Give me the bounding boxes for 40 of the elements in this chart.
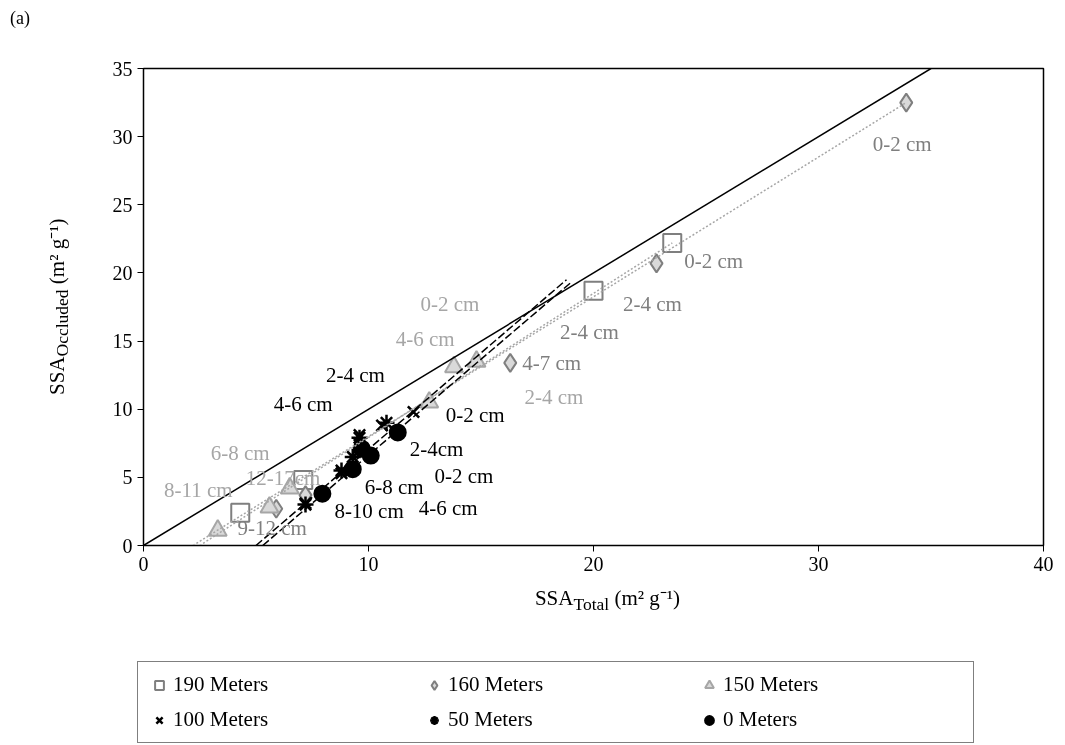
annotation: 0-2 cm: [420, 291, 480, 316]
annotation: 8-11 cm: [164, 477, 233, 502]
annotation: 0-2 cm: [445, 402, 505, 427]
y-tick-label: 30: [112, 125, 133, 148]
y-tick-label: 15: [112, 330, 133, 353]
x-tick-label: 10: [358, 552, 379, 575]
legend-label: 50 Meters: [448, 707, 534, 732]
annotation: 2-4 cm: [560, 319, 619, 344]
annotation: 6-8 cm: [364, 474, 424, 499]
y-tick-label: 35: [112, 57, 133, 80]
annotation: 4-6 cm: [395, 327, 455, 352]
legend-label: 190 Meters: [173, 672, 270, 697]
annotation: 0-2 cm: [434, 463, 494, 488]
annotation: 4-6 cm: [273, 392, 333, 417]
text: (a): [10, 7, 30, 30]
x-tick-label: 30: [808, 552, 829, 575]
annotation: 2-4cm: [409, 436, 464, 461]
annotation: 2-4 cm: [623, 292, 682, 317]
annotation: 0-2 cm: [684, 248, 744, 273]
x-axis-title: SSA$_{Total}$ (m² g⁻¹): [534, 585, 681, 617]
y-tick-label: 20: [112, 261, 133, 284]
annotation: 2-4 cm: [524, 384, 584, 409]
legend-label: 0 Meters: [723, 707, 799, 732]
annotation: 2-4 cm: [326, 362, 385, 387]
annotation: 0-2 cm: [872, 131, 932, 156]
annotation: 4-7 cm: [522, 350, 582, 375]
annotation: 9-12 cm: [237, 515, 307, 540]
y-tick-label: 0: [122, 534, 133, 557]
annotation: 8-10 cm: [334, 499, 404, 524]
y-tick-label: 5: [122, 466, 133, 489]
annotation: 4-6 cm: [418, 496, 478, 521]
y-tick-label: 25: [112, 193, 133, 216]
legend-label: 160 Meters: [448, 672, 545, 697]
x-tick-label: 20: [583, 552, 604, 575]
y-tick-label: 10: [112, 398, 133, 421]
x-tick-label: 40: [1033, 552, 1054, 575]
annotation: 6-8 cm: [210, 441, 270, 466]
legend-label: 100 Meters: [173, 707, 270, 732]
legend-label: 150 Meters: [723, 672, 820, 697]
x-tick-label: 0: [138, 552, 149, 575]
